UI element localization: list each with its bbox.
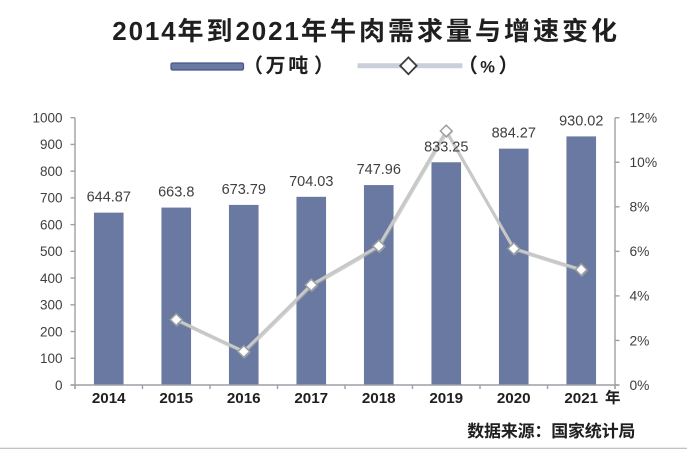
svg-text:2021: 2021 bbox=[236, 16, 301, 46]
svg-text:704.03: 704.03 bbox=[289, 174, 333, 190]
svg-text:2021: 2021 bbox=[564, 390, 598, 407]
svg-text:2%: 2% bbox=[630, 333, 650, 348]
svg-text:0%: 0% bbox=[630, 378, 650, 393]
svg-text:2018: 2018 bbox=[362, 390, 396, 407]
svg-text:400: 400 bbox=[40, 271, 63, 286]
svg-text:930.02: 930.02 bbox=[559, 113, 603, 129]
svg-text:700: 700 bbox=[40, 191, 63, 206]
svg-text:8%: 8% bbox=[630, 200, 650, 215]
svg-text:2020: 2020 bbox=[497, 390, 531, 407]
svg-text:2016: 2016 bbox=[227, 390, 261, 407]
svg-text:300: 300 bbox=[40, 298, 63, 313]
svg-text:663.8: 663.8 bbox=[158, 185, 194, 201]
svg-text:2014: 2014 bbox=[92, 390, 126, 407]
svg-text:12%: 12% bbox=[630, 111, 658, 126]
svg-text:644.87: 644.87 bbox=[87, 190, 131, 206]
svg-text:2014: 2014 bbox=[112, 16, 177, 46]
svg-text:10%: 10% bbox=[630, 155, 658, 170]
svg-text:833.25: 833.25 bbox=[424, 139, 468, 155]
svg-text:4%: 4% bbox=[630, 289, 650, 304]
svg-text:200: 200 bbox=[40, 324, 63, 339]
svg-text:600: 600 bbox=[40, 217, 63, 232]
svg-text:747.96: 747.96 bbox=[357, 162, 401, 178]
svg-text:0: 0 bbox=[55, 378, 63, 393]
svg-text:2015: 2015 bbox=[159, 390, 193, 407]
svg-text:6%: 6% bbox=[630, 244, 650, 259]
svg-text:%: % bbox=[480, 59, 495, 77]
svg-text:500: 500 bbox=[40, 244, 63, 259]
svg-text:100: 100 bbox=[40, 351, 63, 366]
svg-text:884.27: 884.27 bbox=[492, 126, 536, 142]
svg-text:900: 900 bbox=[40, 137, 63, 152]
svg-text:1000: 1000 bbox=[32, 111, 62, 126]
svg-text:2019: 2019 bbox=[429, 390, 463, 407]
svg-text:800: 800 bbox=[40, 164, 63, 179]
svg-text:673.79: 673.79 bbox=[222, 182, 266, 198]
svg-text:2017: 2017 bbox=[294, 390, 328, 407]
